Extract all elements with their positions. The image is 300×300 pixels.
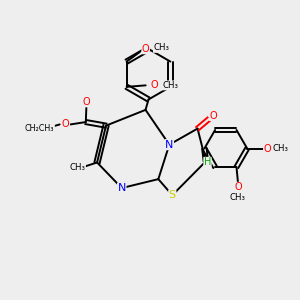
Text: CH₃: CH₃ bbox=[70, 163, 86, 172]
Text: N: N bbox=[165, 140, 173, 150]
Text: CH₃: CH₃ bbox=[230, 193, 246, 202]
Text: O: O bbox=[82, 97, 90, 107]
Text: O: O bbox=[209, 110, 217, 121]
Text: O: O bbox=[62, 119, 69, 129]
Text: N: N bbox=[118, 183, 126, 193]
Text: CH₂CH₃: CH₂CH₃ bbox=[25, 124, 55, 133]
Text: H: H bbox=[204, 157, 211, 167]
Text: CH₃: CH₃ bbox=[162, 81, 178, 90]
Text: CH₃: CH₃ bbox=[153, 44, 170, 52]
Text: O: O bbox=[264, 143, 271, 154]
Text: O: O bbox=[150, 80, 158, 90]
Text: CH₃: CH₃ bbox=[272, 144, 289, 153]
Text: O: O bbox=[234, 182, 242, 192]
Text: O: O bbox=[142, 44, 149, 54]
Text: S: S bbox=[169, 190, 176, 200]
